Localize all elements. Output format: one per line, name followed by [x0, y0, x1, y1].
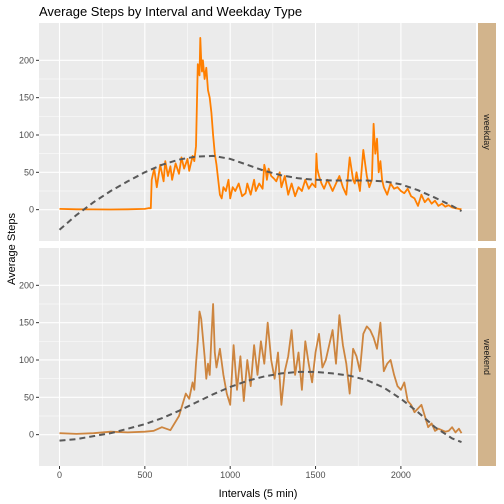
panel-background	[39, 23, 476, 241]
trend-line-weekday	[58, 154, 462, 231]
y-tick-label: 0	[29, 205, 34, 215]
x-tick-label: 1500	[306, 470, 326, 480]
x-tick-label: 2000	[391, 470, 411, 480]
panel-weekday: 0 50 100 150 200 weekday	[19, 23, 496, 241]
steps-line-weekend	[59, 303, 463, 435]
chart-title: Average Steps by Interval and Weekday Ty…	[39, 4, 302, 19]
x-axis-label: Intervals (5 min)	[219, 488, 298, 500]
facet-strip	[478, 23, 496, 241]
x-tick-label: 1000	[220, 470, 240, 480]
facet-strip-label: weekday	[482, 113, 492, 150]
x-tick-label: 500	[137, 470, 152, 480]
y-axis-label: Average Steps	[6, 213, 18, 285]
steps-line-weekday	[59, 37, 462, 211]
y-tick-label: 0	[29, 430, 34, 440]
y-tick-label: 100	[19, 130, 34, 140]
y-tick-label: 200	[19, 280, 34, 290]
x-tick-label: 0	[57, 470, 62, 480]
y-tick-label: 50	[24, 167, 34, 177]
y-tick-label: 150	[19, 93, 34, 103]
y-tick-label: 200	[19, 55, 34, 65]
y-tick-label: 50	[24, 392, 34, 402]
panels: 0 50 100 150 200 weekday 0 50 100 150 200 weekend 0 5…	[19, 23, 496, 480]
y-tick-label: 100	[19, 355, 34, 365]
panel-background	[39, 248, 476, 466]
facet-strip	[478, 248, 496, 466]
facet-strip-label: weekend	[482, 338, 492, 375]
panel-weekend: 0 50 100 150 200 weekend 0 500 1000 1500 2000	[19, 248, 496, 480]
y-tick-label: 150	[19, 318, 34, 328]
